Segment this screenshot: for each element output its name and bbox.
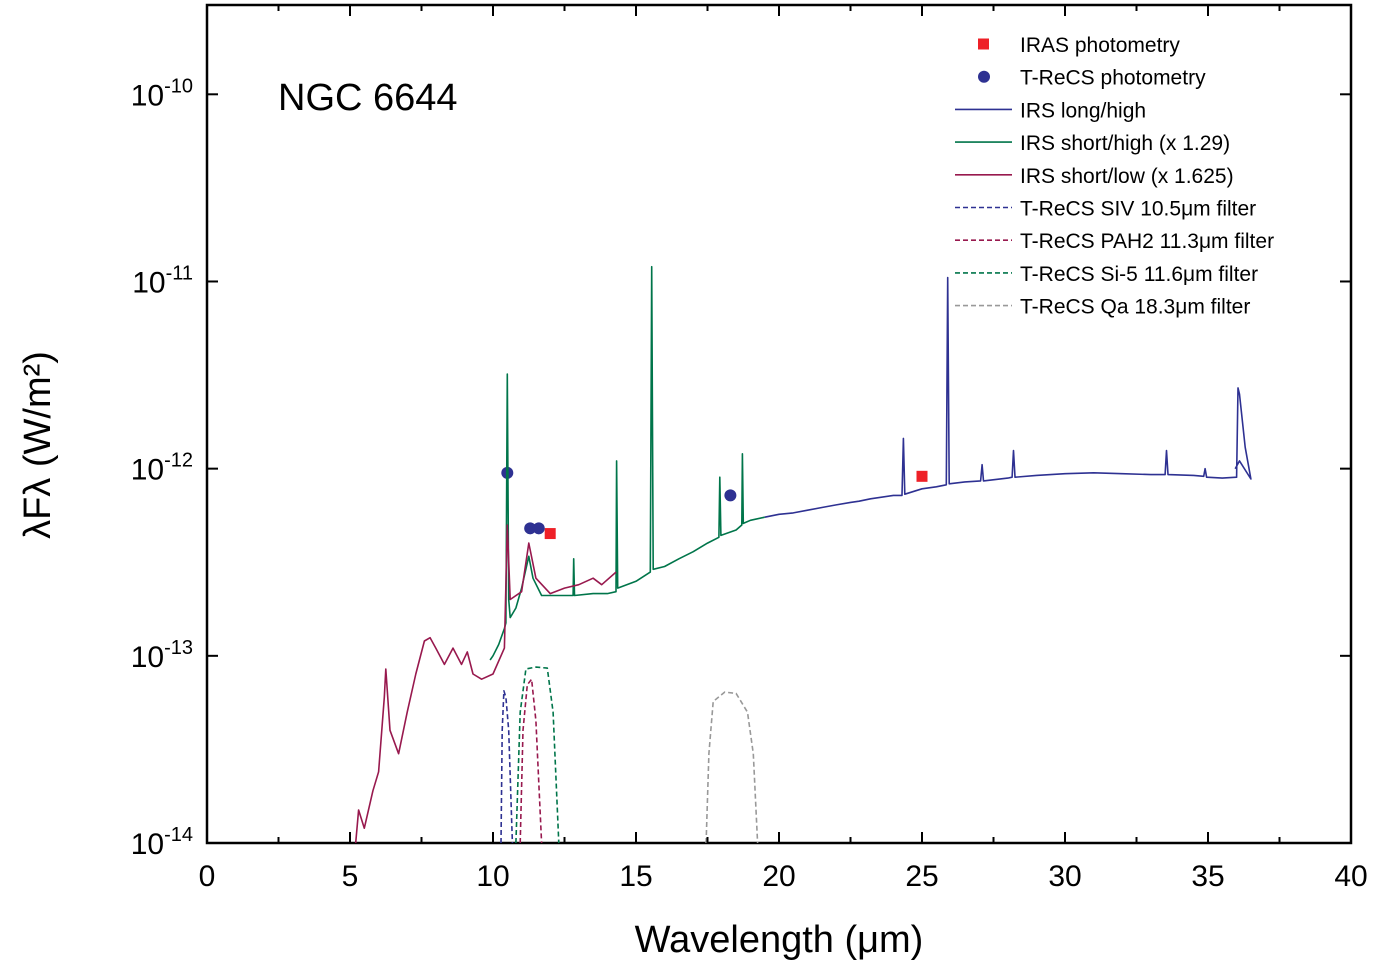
series-0 xyxy=(544,470,928,540)
x-tick-label: 0 xyxy=(199,860,216,893)
series-3 xyxy=(489,265,765,661)
legend-label: IRAS photometry xyxy=(1020,34,1180,57)
y-tick-label: 10-13 xyxy=(131,637,193,674)
legend: IRAS photometry T-ReCS photometry IRS long… xyxy=(955,34,1274,319)
series-line xyxy=(764,276,1252,518)
y-axis-title: λFλ (W/m²) xyxy=(17,351,59,539)
legend-label: IRS long/high xyxy=(1020,99,1146,122)
legend-marker xyxy=(978,70,990,83)
series-line xyxy=(354,524,617,843)
x-tick-label: 30 xyxy=(1048,860,1081,893)
legend-item: IRAS photometry xyxy=(978,34,1180,57)
legend-item: T-ReCS photometry xyxy=(978,67,1206,90)
x-axis-title: Wavelength (μm) xyxy=(635,919,924,961)
series-1 xyxy=(501,466,737,535)
series-line xyxy=(705,691,759,843)
data-point xyxy=(916,470,928,482)
series-5 xyxy=(500,690,514,843)
data-point xyxy=(544,528,556,540)
y-tick-label: 10-10 xyxy=(131,75,193,112)
series-2 xyxy=(764,276,1252,518)
legend-item: T-ReCS PAH2 11.3μm filter xyxy=(955,230,1274,253)
legend-item: IRS short/high (x 1.29) xyxy=(955,132,1230,155)
series-line xyxy=(519,678,543,843)
legend-label: T-ReCS photometry xyxy=(1020,67,1206,90)
x-tick-label: 10 xyxy=(476,860,509,893)
object-annotation: NGC 6644 xyxy=(278,77,458,119)
legend-marker xyxy=(978,38,989,50)
x-tick-label: 15 xyxy=(619,860,652,893)
plot-frame xyxy=(205,3,1353,845)
legend-item: T-ReCS Si-5 11.6μm filter xyxy=(955,263,1258,286)
series-7 xyxy=(515,666,560,843)
series-4 xyxy=(354,524,617,843)
series-6 xyxy=(519,678,543,843)
x-tick-label: 40 xyxy=(1334,860,1367,893)
legend-label: T-ReCS SIV 10.5μm filter xyxy=(1020,198,1256,221)
legend-item: IRS short/low (x 1.625) xyxy=(955,165,1234,188)
data-point xyxy=(532,522,545,535)
y-tick-label: 10-11 xyxy=(132,262,193,299)
x-tick-label: 20 xyxy=(762,860,795,893)
y-tick-label: 10-12 xyxy=(131,450,193,487)
legend-item: T-ReCS Qa 18.3μm filter xyxy=(955,296,1250,319)
plot-area xyxy=(354,265,1252,843)
legend-label: T-ReCS Qa 18.3μm filter xyxy=(1020,296,1250,319)
axis-ticks: 0 5 10 15 20 25 30 35 40 10-14 10-13 10-12 10-11 10-1… xyxy=(131,5,1368,893)
legend-label: IRS short/low (x 1.625) xyxy=(1020,165,1234,188)
data-point xyxy=(524,522,537,535)
legend-item: T-ReCS SIV 10.5μm filter xyxy=(955,198,1256,221)
data-point xyxy=(724,489,737,502)
series-line xyxy=(500,690,514,843)
x-tick-label: 35 xyxy=(1191,860,1224,893)
series-line xyxy=(515,666,560,843)
legend-label: T-ReCS Si-5 11.6μm filter xyxy=(1020,263,1258,286)
y-tick-label: 10-14 xyxy=(131,824,193,861)
series-8 xyxy=(705,691,759,843)
legend-label: T-ReCS PAH2 11.3μm filter xyxy=(1020,230,1274,253)
x-tick-label: 5 xyxy=(342,860,359,893)
series-line xyxy=(489,265,765,661)
legend-label: IRS short/high (x 1.29) xyxy=(1020,132,1230,155)
legend-item: IRS long/high xyxy=(955,99,1146,122)
x-tick-label: 25 xyxy=(905,860,938,893)
